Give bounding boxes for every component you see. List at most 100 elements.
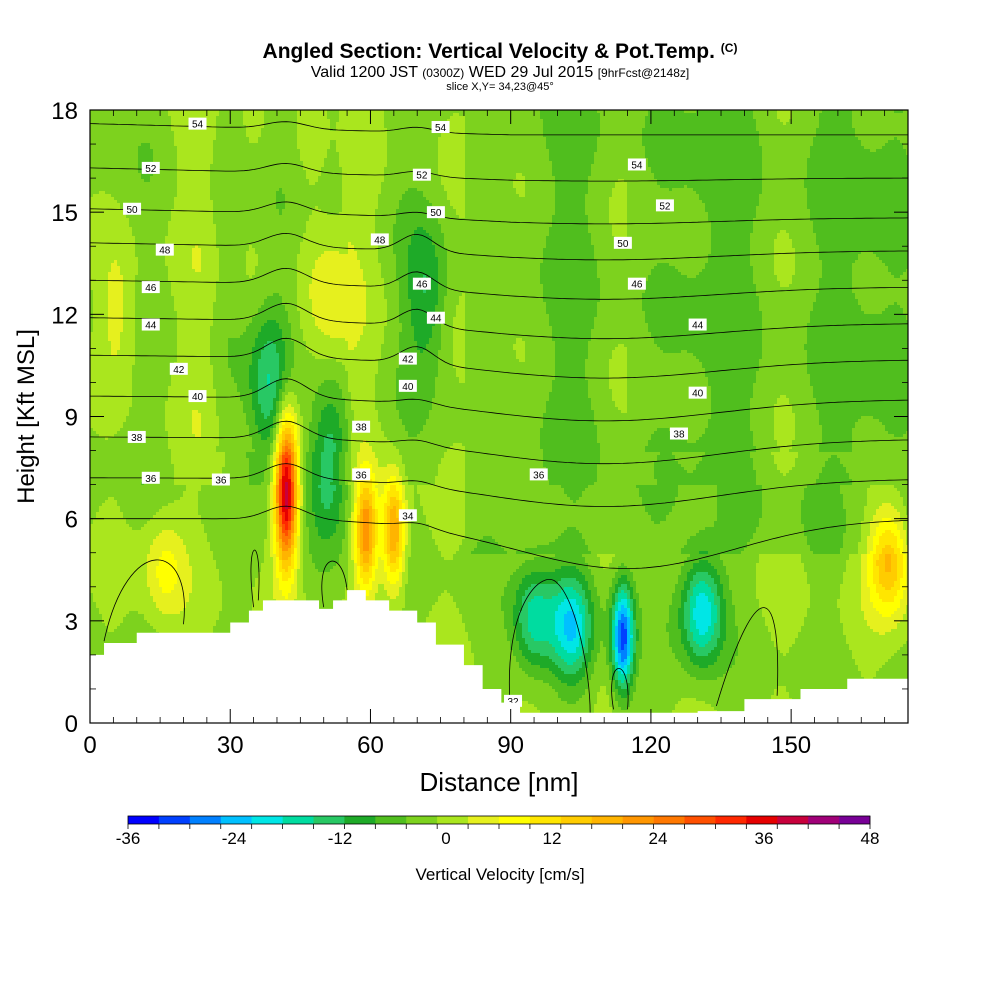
velocity-cell [102, 113, 106, 117]
velocity-cell [249, 116, 253, 120]
velocity-cell [636, 113, 640, 117]
velocity-cell [804, 113, 808, 117]
velocity-cell [498, 116, 502, 120]
velocity-cell [294, 113, 298, 117]
velocity-cell [516, 113, 520, 117]
velocity-cell [162, 113, 166, 117]
velocity-cell [384, 116, 388, 120]
velocity-cell [504, 113, 508, 117]
velocity-cell [390, 113, 394, 117]
velocity-cell [342, 113, 346, 117]
velocity-cell [600, 113, 604, 117]
velocity-cell [216, 113, 220, 117]
velocity-cell [570, 116, 574, 120]
velocity-cell [141, 113, 145, 117]
velocity-cell [261, 113, 265, 117]
velocity-cell [174, 116, 178, 120]
velocity-cell [741, 113, 745, 117]
velocity-cell [750, 116, 754, 120]
velocity-cell [360, 116, 364, 120]
velocity-cell [900, 116, 904, 120]
velocity-cell [264, 113, 268, 117]
velocity-cell [852, 116, 856, 120]
velocity-cell [699, 113, 703, 117]
velocity-cell [672, 116, 676, 120]
velocity-cell [405, 113, 409, 117]
velocity-cell [453, 113, 457, 117]
velocity-cell [768, 116, 772, 120]
velocity-cell [147, 113, 151, 117]
velocity-cell [783, 116, 787, 120]
velocity-cell [93, 113, 97, 117]
velocity-cell [99, 113, 103, 117]
velocity-cell [840, 116, 844, 120]
velocity-cell [123, 113, 127, 117]
velocity-cell [489, 116, 493, 120]
velocity-cell [894, 113, 898, 117]
velocity-cell [870, 113, 874, 117]
velocity-cell [378, 113, 382, 117]
velocity-cell [561, 116, 565, 120]
cross-section-chart: 323436 36 3636383838404040424244444446 46 46… [0, 0, 1000, 1000]
velocity-cell [306, 113, 310, 117]
velocity-cell [348, 116, 352, 120]
velocity-cell [156, 116, 160, 120]
velocity-cell [117, 116, 121, 120]
velocity-cell [126, 116, 130, 120]
velocity-cell [165, 116, 169, 120]
velocity-cell [285, 116, 289, 120]
velocity-cell [762, 116, 766, 120]
velocity-cell [612, 113, 616, 117]
velocity-cell [666, 116, 670, 120]
velocity-cell [603, 113, 607, 117]
velocity-cell [324, 116, 328, 120]
velocity-cell [693, 116, 697, 120]
velocity-cell [420, 113, 424, 117]
velocity-cell [171, 113, 175, 117]
velocity-cell [282, 116, 286, 120]
velocity-cell [336, 113, 340, 117]
velocity-cell [621, 113, 625, 117]
velocity-cell [753, 113, 757, 117]
velocity-cell [615, 113, 619, 117]
velocity-cell [360, 113, 364, 117]
velocity-cell [291, 116, 295, 120]
velocity-cell [438, 116, 442, 120]
velocity-cell [390, 116, 394, 120]
velocity-cell [558, 113, 562, 117]
velocity-cell [885, 116, 889, 120]
velocity-cell [528, 113, 532, 117]
velocity-cell [573, 116, 577, 120]
velocity-cell [642, 116, 646, 120]
velocity-cell [339, 113, 343, 117]
velocity-cell [723, 116, 727, 120]
velocity-cell [696, 116, 700, 120]
velocity-cell [843, 116, 847, 120]
velocity-cell [660, 116, 664, 120]
velocity-cell [501, 113, 505, 117]
velocity-cell [123, 116, 127, 120]
velocity-cell [534, 116, 538, 120]
velocity-cell [363, 113, 367, 117]
velocity-cell [426, 113, 430, 117]
velocity-cell [351, 113, 355, 117]
velocity-cell [456, 113, 460, 117]
velocity-cell [303, 116, 307, 120]
velocity-cell [828, 113, 832, 117]
velocity-cell [246, 113, 250, 117]
velocity-cell [417, 116, 421, 120]
velocity-cell [762, 113, 766, 117]
velocity-cell [273, 116, 277, 120]
velocity-cell [372, 113, 376, 117]
velocity-cell [435, 113, 439, 117]
velocity-cell [774, 113, 778, 117]
velocity-cell [225, 116, 229, 120]
velocity-cell [798, 116, 802, 120]
velocity-cell [210, 113, 214, 117]
velocity-cell [267, 116, 271, 120]
velocity-cell [264, 116, 268, 120]
velocity-cell [846, 116, 850, 120]
velocity-cell [618, 113, 622, 117]
velocity-cell [378, 116, 382, 120]
velocity-cell [465, 116, 469, 120]
